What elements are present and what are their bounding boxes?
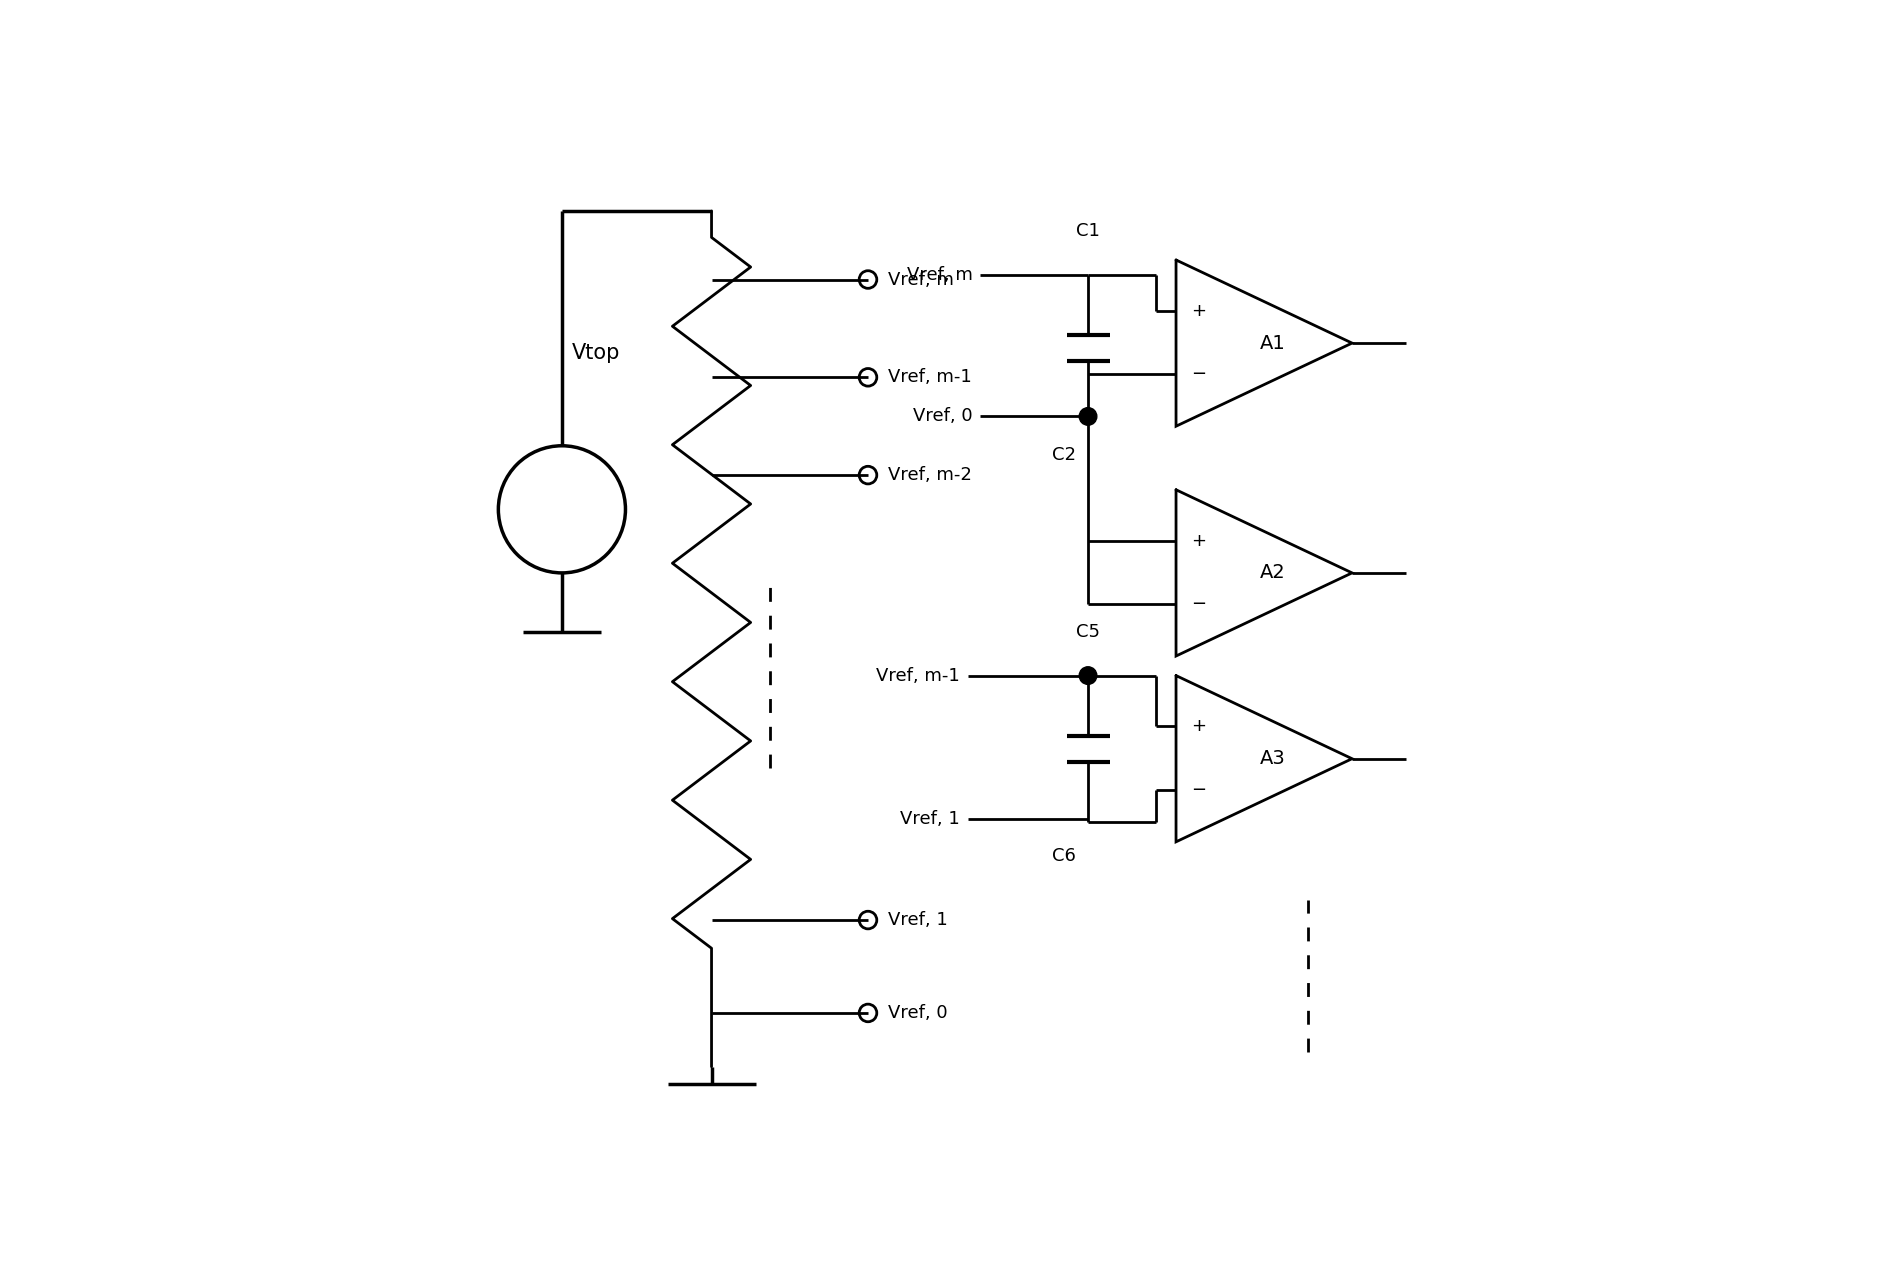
Text: Vref, m: Vref, m	[888, 271, 953, 288]
Text: A2: A2	[1260, 564, 1286, 583]
Text: C5: C5	[1076, 624, 1100, 641]
Text: Vref, m-1: Vref, m-1	[888, 368, 972, 386]
Text: +: +	[1191, 718, 1206, 735]
Text: +: +	[1191, 532, 1206, 550]
Text: Vref, 1: Vref, 1	[900, 810, 960, 828]
Text: C2: C2	[1051, 446, 1076, 464]
Text: Vref, 0: Vref, 0	[913, 408, 974, 425]
Text: −: −	[1191, 596, 1206, 613]
Text: Vref, m-2: Vref, m-2	[888, 466, 972, 484]
Text: −: −	[1191, 781, 1206, 799]
Text: Vref, m-1: Vref, m-1	[877, 667, 960, 685]
Text: A3: A3	[1260, 749, 1286, 768]
Text: Vtop: Vtop	[572, 343, 619, 363]
Text: C6: C6	[1051, 847, 1076, 865]
Text: Vref, 0: Vref, 0	[888, 1005, 947, 1022]
Circle shape	[1080, 667, 1097, 685]
Text: +: +	[1191, 302, 1206, 320]
Text: Vref, m: Vref, m	[907, 265, 974, 283]
Text: Vref, 1: Vref, 1	[888, 911, 947, 930]
Text: −: −	[1191, 366, 1206, 384]
Circle shape	[1080, 408, 1097, 425]
Text: A1: A1	[1260, 334, 1286, 353]
Text: C1: C1	[1076, 222, 1100, 240]
